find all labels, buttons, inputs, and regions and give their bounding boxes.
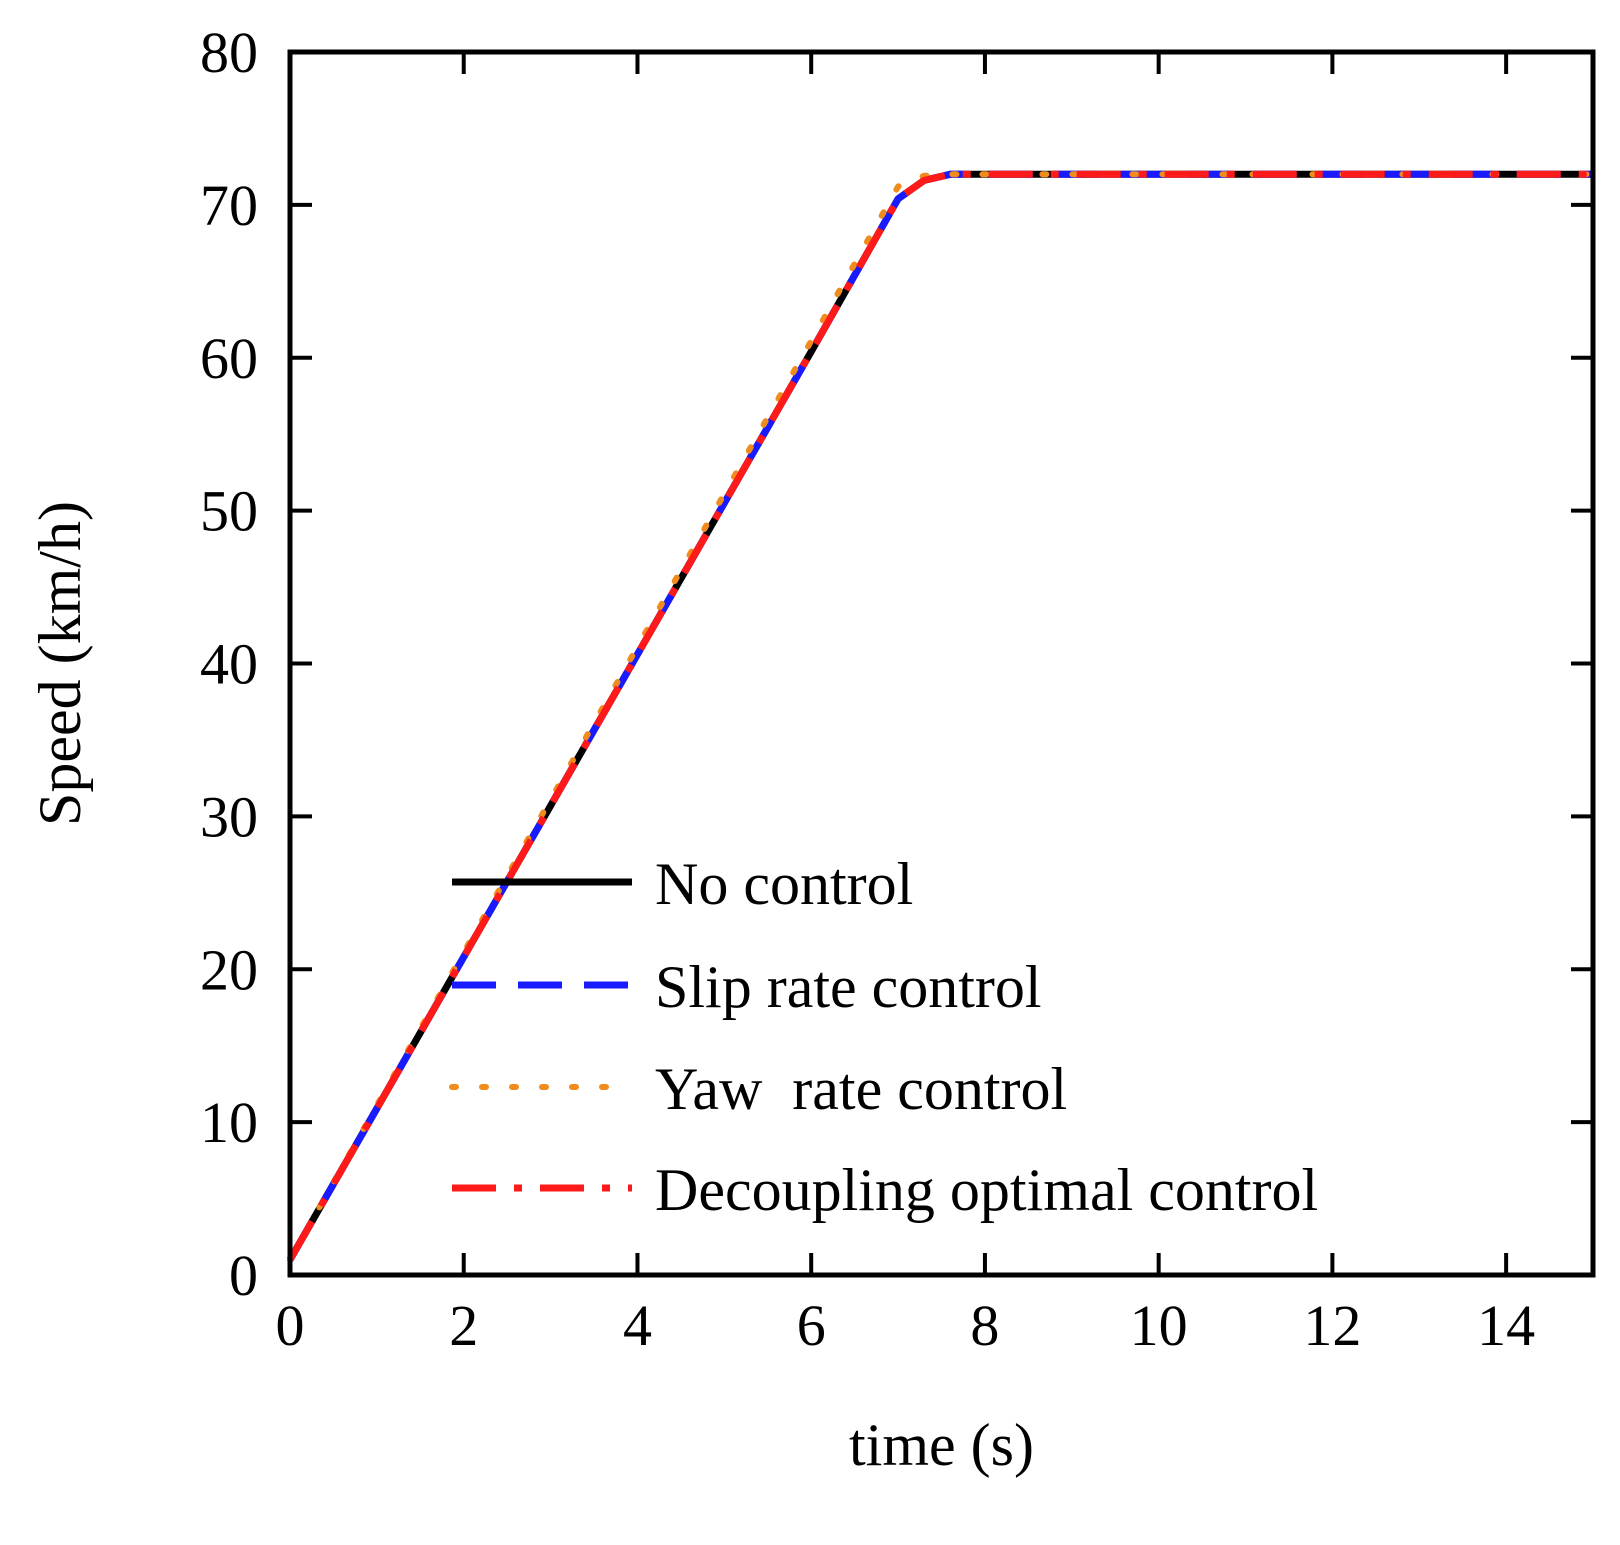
- legend: No control Slip rate control Yaw rate cont…: [449, 851, 1318, 1223]
- y-tick-label: 50: [200, 479, 258, 544]
- series-layer: [286, 170, 1596, 1263]
- plot-frame: [287, 49, 1596, 1278]
- x-tick-label: 8: [970, 1293, 999, 1358]
- y-axis-title: Speed (km/h): [27, 501, 93, 826]
- legend-label-4: Decoupling optimal control: [655, 1157, 1318, 1223]
- tick-layer: 0 2 4 6 8 10 12 14 0 10 20 30 40 50 60 70 80: [200, 20, 1593, 1358]
- y-tick-label: 30: [200, 784, 258, 849]
- x-tick-label: 12: [1303, 1293, 1361, 1358]
- y-tick-label: 40: [200, 632, 258, 697]
- series-line-4: [286, 170, 1593, 1262]
- x-tick-label: 0: [276, 1293, 305, 1358]
- legend-label-3: Yaw rate control: [655, 1056, 1067, 1122]
- y-tick-label: 60: [200, 326, 258, 391]
- x-tick-label: 2: [449, 1293, 478, 1358]
- x-axis-title: time (s): [849, 1412, 1034, 1478]
- y-tick-label: 20: [200, 937, 258, 1002]
- y-tick-label: 70: [200, 173, 258, 238]
- series-line-3: [287, 171, 1596, 1263]
- y-tick-label: 80: [200, 20, 258, 85]
- x-tick-label: 14: [1477, 1293, 1535, 1358]
- y-tick-label: 0: [229, 1243, 258, 1308]
- x-tick-label: 10: [1130, 1293, 1188, 1358]
- y-tick-label: 10: [200, 1090, 258, 1155]
- legend-label-1: No control: [655, 851, 913, 917]
- legend-label-2: Slip rate control: [655, 954, 1042, 1020]
- x-tick-label: 4: [623, 1293, 652, 1358]
- x-tick-label: 6: [797, 1293, 826, 1358]
